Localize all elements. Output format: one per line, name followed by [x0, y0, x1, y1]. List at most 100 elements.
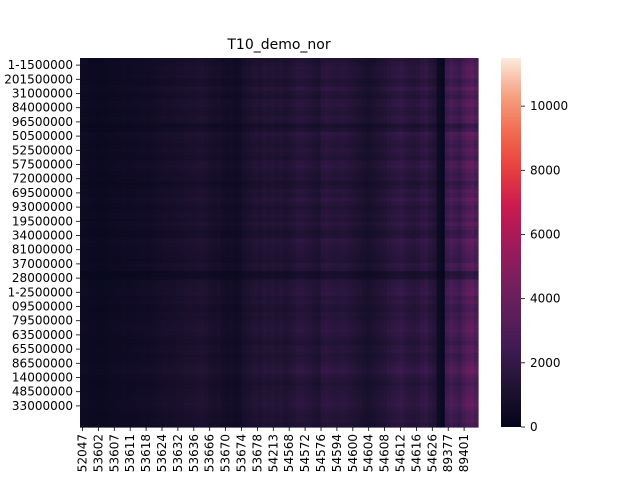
- heatmap-cell: [245, 144, 251, 149]
- heatmap-cell: [370, 185, 375, 190]
- heatmap-cell: [179, 156, 185, 162]
- heatmap-cell: [386, 62, 392, 67]
- heatmap-cell: [196, 254, 201, 260]
- heatmap-cell: [299, 78, 305, 84]
- heatmap-cell: [175, 176, 181, 182]
- heatmap-cell: [353, 144, 359, 149]
- heatmap-cell: [204, 176, 210, 182]
- heatmap-cell: [216, 267, 222, 272]
- heatmap-cell: [96, 111, 102, 116]
- heatmap-cell: [291, 90, 297, 96]
- heatmap-cell: [258, 234, 264, 239]
- heatmap-cell: [125, 127, 131, 133]
- heatmap-cell: [237, 74, 243, 80]
- heatmap-cell: [473, 119, 479, 125]
- heatmap-cell: [461, 66, 467, 71]
- heatmap-cell: [266, 127, 272, 133]
- heatmap-cell: [249, 140, 255, 145]
- heatmap-cell: [291, 263, 297, 268]
- heatmap-cell: [370, 86, 375, 92]
- heatmap-cell: [245, 62, 251, 67]
- heatmap-cell: [465, 115, 471, 121]
- heatmap-cell: [249, 164, 255, 170]
- heatmap-cell: [399, 111, 404, 116]
- heatmap-cell: [229, 70, 234, 75]
- heatmap-cell: [80, 234, 85, 239]
- heatmap-cell: [92, 66, 98, 71]
- heatmap-cell: [204, 107, 210, 112]
- heatmap-cell: [436, 99, 442, 104]
- heatmap-cell: [104, 242, 110, 248]
- heatmap-cell: [96, 148, 102, 153]
- heatmap-cell: [328, 222, 334, 227]
- heatmap-cell: [419, 115, 425, 121]
- heatmap-cell: [187, 213, 193, 219]
- heatmap-cell: [179, 99, 185, 104]
- heatmap-cell: [125, 140, 131, 145]
- heatmap-cell: [125, 82, 131, 88]
- heatmap-cell: [133, 94, 139, 100]
- heatmap-cell: [424, 78, 429, 84]
- heatmap-cell: [328, 263, 334, 268]
- heatmap-cell: [92, 62, 98, 67]
- heatmap-cell: [457, 242, 463, 248]
- heatmap-cell: [320, 222, 326, 227]
- heatmap-cell: [125, 217, 131, 223]
- heatmap-cell: [237, 119, 243, 125]
- heatmap-cell: [432, 168, 438, 174]
- heatmap-cell: [183, 234, 189, 239]
- heatmap-cell: [220, 176, 226, 182]
- heatmap-cell: [84, 254, 89, 260]
- heatmap-cell: [125, 107, 131, 112]
- heatmap-cell: [187, 246, 193, 252]
- heatmap-cell: [415, 205, 421, 211]
- heatmap-cell: [382, 197, 388, 203]
- heatmap-cell: [200, 205, 205, 211]
- heatmap-cell: [92, 70, 98, 75]
- heatmap-cell: [241, 94, 247, 100]
- heatmap-cell: [324, 94, 330, 100]
- heatmap-cell: [407, 238, 413, 244]
- heatmap-cell: [378, 135, 384, 141]
- heatmap-cell: [366, 144, 371, 149]
- heatmap-cell: [92, 90, 98, 96]
- heatmap-cell: [125, 78, 131, 84]
- heatmap-cell: [366, 185, 371, 190]
- heatmap-cell: [150, 254, 156, 260]
- heatmap-cell: [341, 205, 346, 211]
- heatmap-cell: [378, 254, 384, 260]
- heatmap-cell: [399, 103, 404, 108]
- heatmap-cell: [370, 70, 375, 75]
- heatmap-cell: [88, 103, 94, 108]
- heatmap-cell: [191, 123, 197, 129]
- heatmap-cell: [415, 181, 421, 186]
- heatmap-cell: [270, 238, 276, 244]
- heatmap-cell: [175, 250, 181, 256]
- heatmap-cell: [291, 164, 297, 170]
- heatmap-cell: [154, 246, 160, 252]
- heatmap-cell: [113, 189, 118, 194]
- heatmap-cell: [80, 213, 85, 219]
- heatmap-cell: [345, 70, 351, 75]
- heatmap-cell: [436, 250, 442, 256]
- heatmap-cell: [274, 238, 280, 244]
- heatmap-cell: [407, 66, 413, 71]
- heatmap-cell: [370, 230, 375, 235]
- heatmap-cell: [390, 193, 396, 198]
- heatmap-cell: [154, 201, 160, 207]
- heatmap-cell: [428, 148, 433, 153]
- heatmap-cell: [295, 267, 301, 272]
- heatmap-cell: [274, 58, 280, 63]
- heatmap-cell: [341, 258, 346, 264]
- heatmap-cell: [386, 127, 392, 133]
- heatmap-cell: [220, 123, 226, 129]
- heatmap-cell: [428, 74, 433, 80]
- heatmap-cell: [187, 263, 193, 268]
- heatmap-cell: [183, 181, 189, 186]
- heatmap-cell: [279, 230, 284, 235]
- heatmap-cell: [150, 103, 156, 108]
- heatmap-cell: [419, 242, 425, 248]
- heatmap-cell: [154, 234, 160, 239]
- heatmap-cell: [150, 123, 156, 129]
- heatmap-cell: [229, 90, 234, 96]
